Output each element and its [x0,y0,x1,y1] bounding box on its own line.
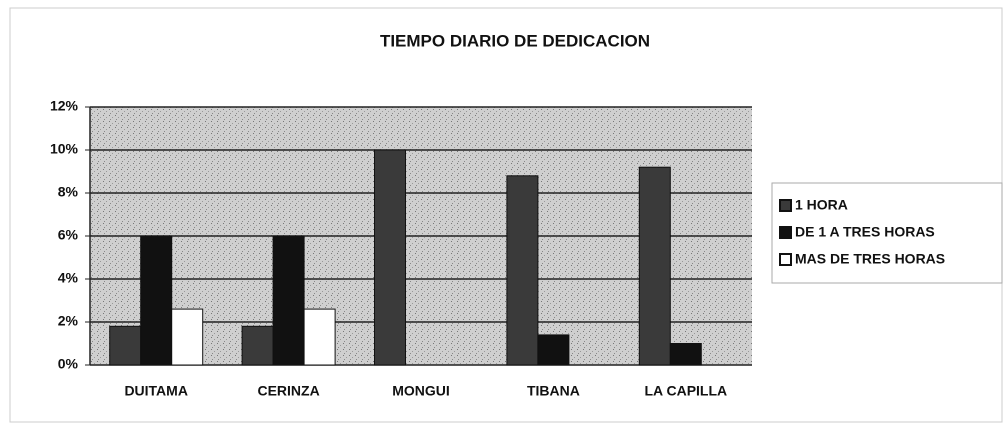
bar [241,325,274,366]
x-tick-label: CERINZA [257,383,319,399]
x-tick-label: LA CAPILLA [644,383,727,399]
bar [506,175,539,366]
y-tick-label: 8% [58,184,79,200]
y-tick-label: 10% [50,141,79,157]
bar [669,343,702,366]
y-tick-label: 12% [50,98,79,114]
bar [109,325,142,366]
bar [171,308,204,366]
bar [140,235,173,366]
legend-swatch [779,199,792,212]
legend-label: DE 1 A TRES HORAS [795,224,935,240]
bar [537,334,570,366]
bar [303,308,336,366]
bar [374,149,406,366]
x-tick-label: TIBANA [527,383,580,399]
x-tick-label: MONGUI [392,383,450,399]
legend-swatch [779,253,792,266]
y-tick-label: 6% [58,227,79,243]
legend-label: MAS DE TRES HORAS [795,251,945,267]
y-tick-label: 4% [58,270,79,286]
legend [771,182,1003,284]
legend-swatch [779,226,792,239]
legend-label: 1 HORA [795,197,848,213]
y-tick-label: 0% [58,356,79,372]
bar [272,235,305,366]
chart-title: TIEMPO DIARIO DE DEDICACION [380,31,650,50]
bar [638,166,671,366]
y-tick-label: 2% [58,313,79,329]
x-tick-label: DUITAMA [124,383,188,399]
